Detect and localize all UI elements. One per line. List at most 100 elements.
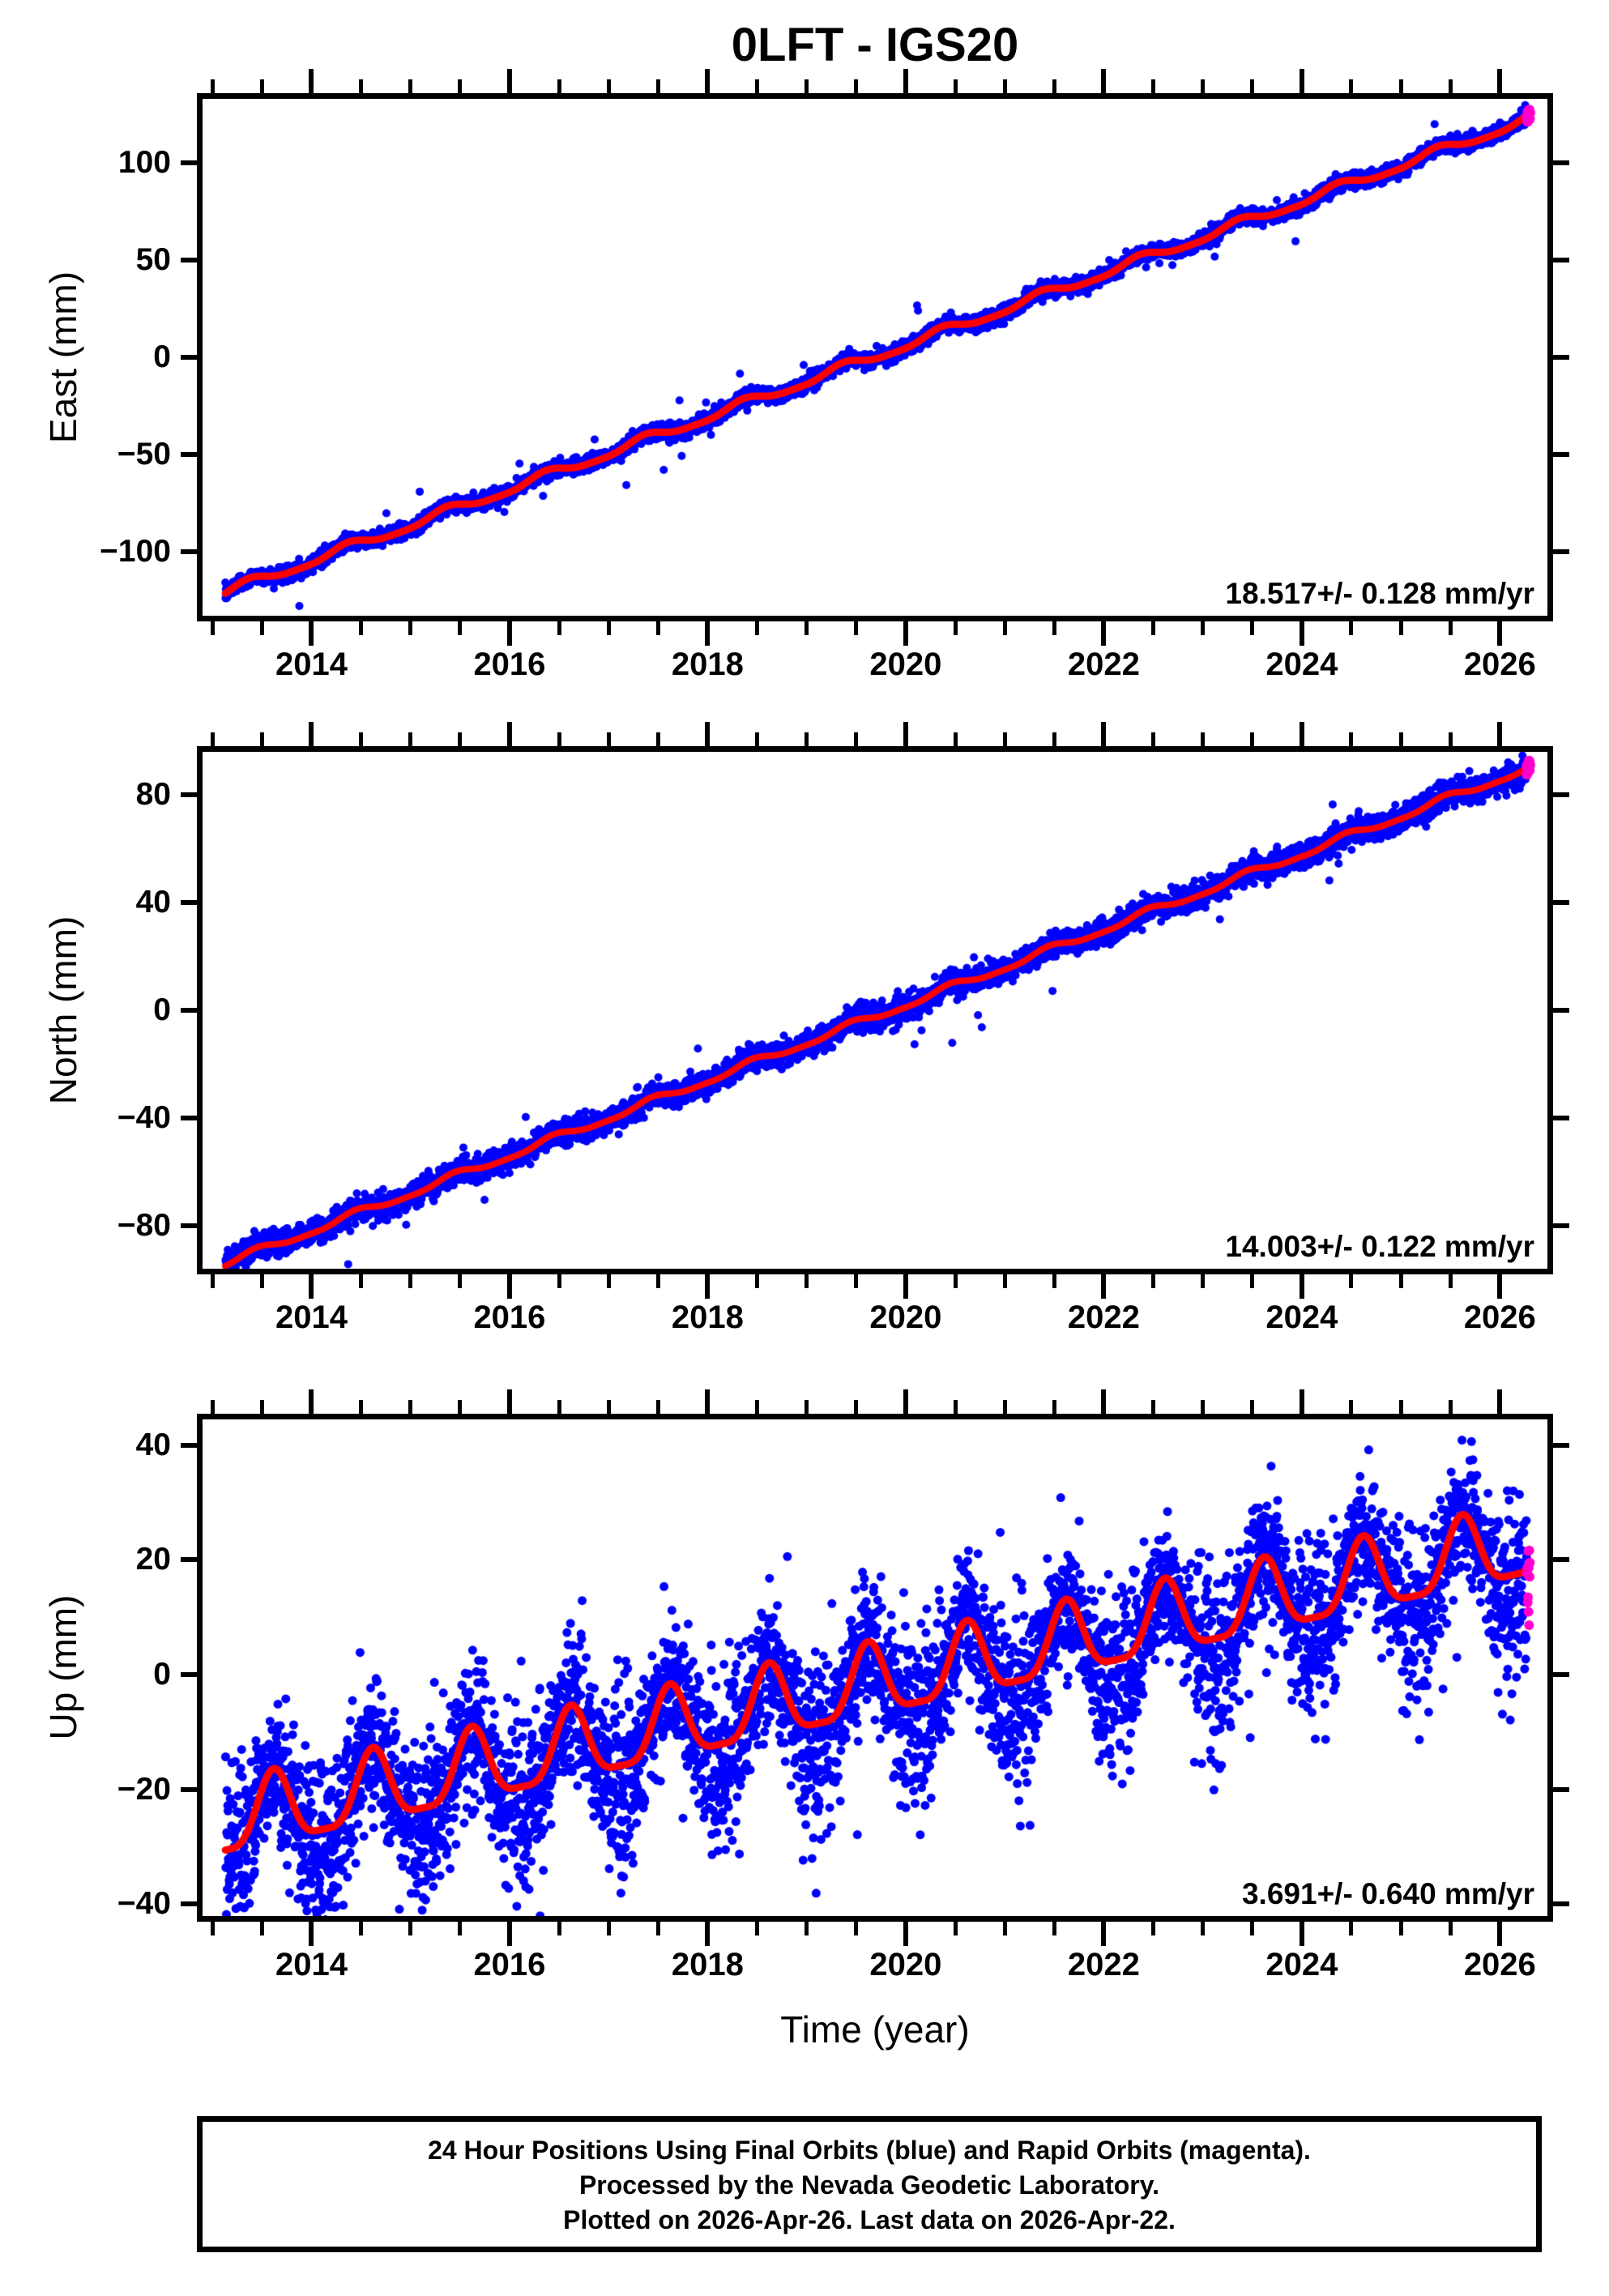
x-minor-tick-mark — [259, 621, 264, 635]
x-minor-tick-mark — [458, 1400, 463, 1414]
y-tick-mark — [1553, 1671, 1569, 1677]
x-minor-tick-mark — [655, 621, 660, 635]
y-tick-mark — [1553, 258, 1569, 263]
east-rate-label: 18.517+/- 0.128 mm/yr — [1225, 577, 1534, 610]
x-minor-tick-mark — [1398, 732, 1403, 746]
x-major-tick-mark — [1299, 1389, 1304, 1414]
x-tick-label: 2014 — [275, 647, 348, 682]
figure-title: 0LFT - IGS20 — [731, 19, 1019, 71]
x-tick-label: 2022 — [1067, 1300, 1140, 1335]
x-minor-tick-mark — [755, 732, 760, 746]
x-major-tick-mark — [705, 1922, 711, 1946]
x-major-tick-mark — [903, 1922, 908, 1946]
y-tick-label: −40 — [117, 1099, 171, 1135]
x-minor-tick-mark — [1201, 1400, 1206, 1414]
x-minor-tick-mark — [259, 79, 264, 93]
x-minor-tick-mark — [1150, 621, 1155, 635]
x-tick-label: 2024 — [1265, 1947, 1338, 1982]
x-major-tick-mark — [309, 69, 314, 93]
x-minor-tick-mark — [1052, 1400, 1056, 1414]
x-minor-tick-mark — [1002, 621, 1007, 635]
x-minor-tick-mark — [408, 621, 413, 635]
x-minor-tick-mark — [408, 1922, 413, 1935]
north-rate-label: 14.003+/- 0.122 mm/yr — [1225, 1230, 1534, 1263]
x-minor-tick-mark — [953, 732, 958, 746]
x-tick-label: 2016 — [473, 1947, 546, 1982]
x-minor-tick-mark — [1002, 79, 1007, 93]
x-minor-tick-mark — [557, 1922, 561, 1935]
x-minor-tick-mark — [606, 1922, 611, 1935]
x-major-tick-mark — [506, 1274, 512, 1299]
x-minor-tick-mark — [408, 79, 413, 93]
y-tick-mark — [181, 160, 197, 166]
x-minor-tick-mark — [804, 1274, 809, 1288]
x-minor-tick-mark — [210, 621, 215, 635]
x-minor-tick-mark — [458, 621, 463, 635]
y-tick-mark — [181, 1442, 197, 1448]
x-minor-tick-mark — [1002, 1400, 1007, 1414]
x-major-tick-mark — [1299, 69, 1304, 93]
footer-line-processed-by: Processed by the Nevada Geodetic Laborat… — [578, 2170, 1160, 2200]
y-tick-label: −50 — [117, 436, 171, 472]
x-major-tick-mark — [1299, 1274, 1304, 1299]
y-tick-label: 20 — [135, 1542, 171, 1577]
x-major-tick-mark — [1497, 1922, 1503, 1946]
x-minor-tick-mark — [1201, 1274, 1206, 1288]
x-minor-tick-mark — [804, 1400, 809, 1414]
x-minor-tick-mark — [953, 1922, 958, 1935]
y-tick-mark — [1553, 1786, 1569, 1792]
x-minor-tick-mark — [1150, 732, 1155, 746]
x-minor-tick-mark — [655, 1922, 660, 1935]
x-major-tick-mark — [309, 1274, 314, 1299]
x-minor-tick-mark — [953, 1400, 958, 1414]
x-minor-tick-mark — [606, 1400, 611, 1414]
x-major-tick-mark — [1299, 621, 1304, 646]
x-tick-label: 2020 — [869, 1947, 942, 1982]
x-minor-tick-mark — [408, 1274, 413, 1288]
up-scatter-canvas — [203, 1419, 1547, 1916]
y-tick-label: 40 — [135, 885, 171, 920]
x-minor-tick-mark — [655, 1274, 660, 1288]
y-tick-mark — [1553, 451, 1569, 457]
x-minor-tick-mark — [210, 1922, 215, 1935]
x-minor-tick-mark — [359, 1400, 364, 1414]
x-minor-tick-mark — [804, 79, 809, 93]
x-major-tick-mark — [903, 1274, 908, 1299]
x-major-tick-mark — [1497, 722, 1503, 746]
x-tick-label: 2022 — [1067, 647, 1140, 682]
x-minor-tick-mark — [1002, 1274, 1007, 1288]
x-tick-label: 2018 — [671, 647, 744, 682]
x-minor-tick-mark — [1398, 1922, 1403, 1935]
y-tick-label: 0 — [153, 992, 171, 1027]
y-tick-mark — [181, 792, 197, 798]
x-minor-tick-mark — [259, 1274, 264, 1288]
x-minor-tick-mark — [1201, 621, 1206, 635]
x-major-tick-mark — [903, 1389, 908, 1414]
y-tick-mark — [181, 1115, 197, 1120]
x-minor-tick-mark — [804, 621, 809, 635]
x-major-tick-mark — [705, 621, 711, 646]
x-minor-tick-mark — [557, 1274, 561, 1288]
x-minor-tick-mark — [408, 732, 413, 746]
y-tick-mark — [1553, 792, 1569, 798]
y-tick-mark — [1553, 548, 1569, 554]
x-minor-tick-mark — [359, 1922, 364, 1935]
x-minor-tick-mark — [655, 732, 660, 746]
x-minor-tick-mark — [210, 1274, 215, 1288]
x-minor-tick-mark — [1150, 79, 1155, 93]
east-axis-label: East (mm) — [42, 271, 84, 444]
x-minor-tick-mark — [1052, 1922, 1056, 1935]
y-tick-label: −80 — [117, 1207, 171, 1243]
x-minor-tick-mark — [210, 732, 215, 746]
x-minor-tick-mark — [854, 1274, 859, 1288]
footer-line-dates: Plotted on 2026-Apr-26. Last data on 202… — [563, 2205, 1176, 2234]
x-minor-tick-mark — [804, 732, 809, 746]
x-minor-tick-mark — [606, 79, 611, 93]
x-minor-tick-mark — [359, 732, 364, 746]
x-major-tick-mark — [506, 69, 512, 93]
footer-note-box: 24 Hour Positions Using Final Orbits (bl… — [197, 2116, 1542, 2252]
x-minor-tick-mark — [557, 79, 561, 93]
x-minor-tick-mark — [953, 79, 958, 93]
x-minor-tick-mark — [1250, 1922, 1255, 1935]
x-minor-tick-mark — [1448, 621, 1453, 635]
